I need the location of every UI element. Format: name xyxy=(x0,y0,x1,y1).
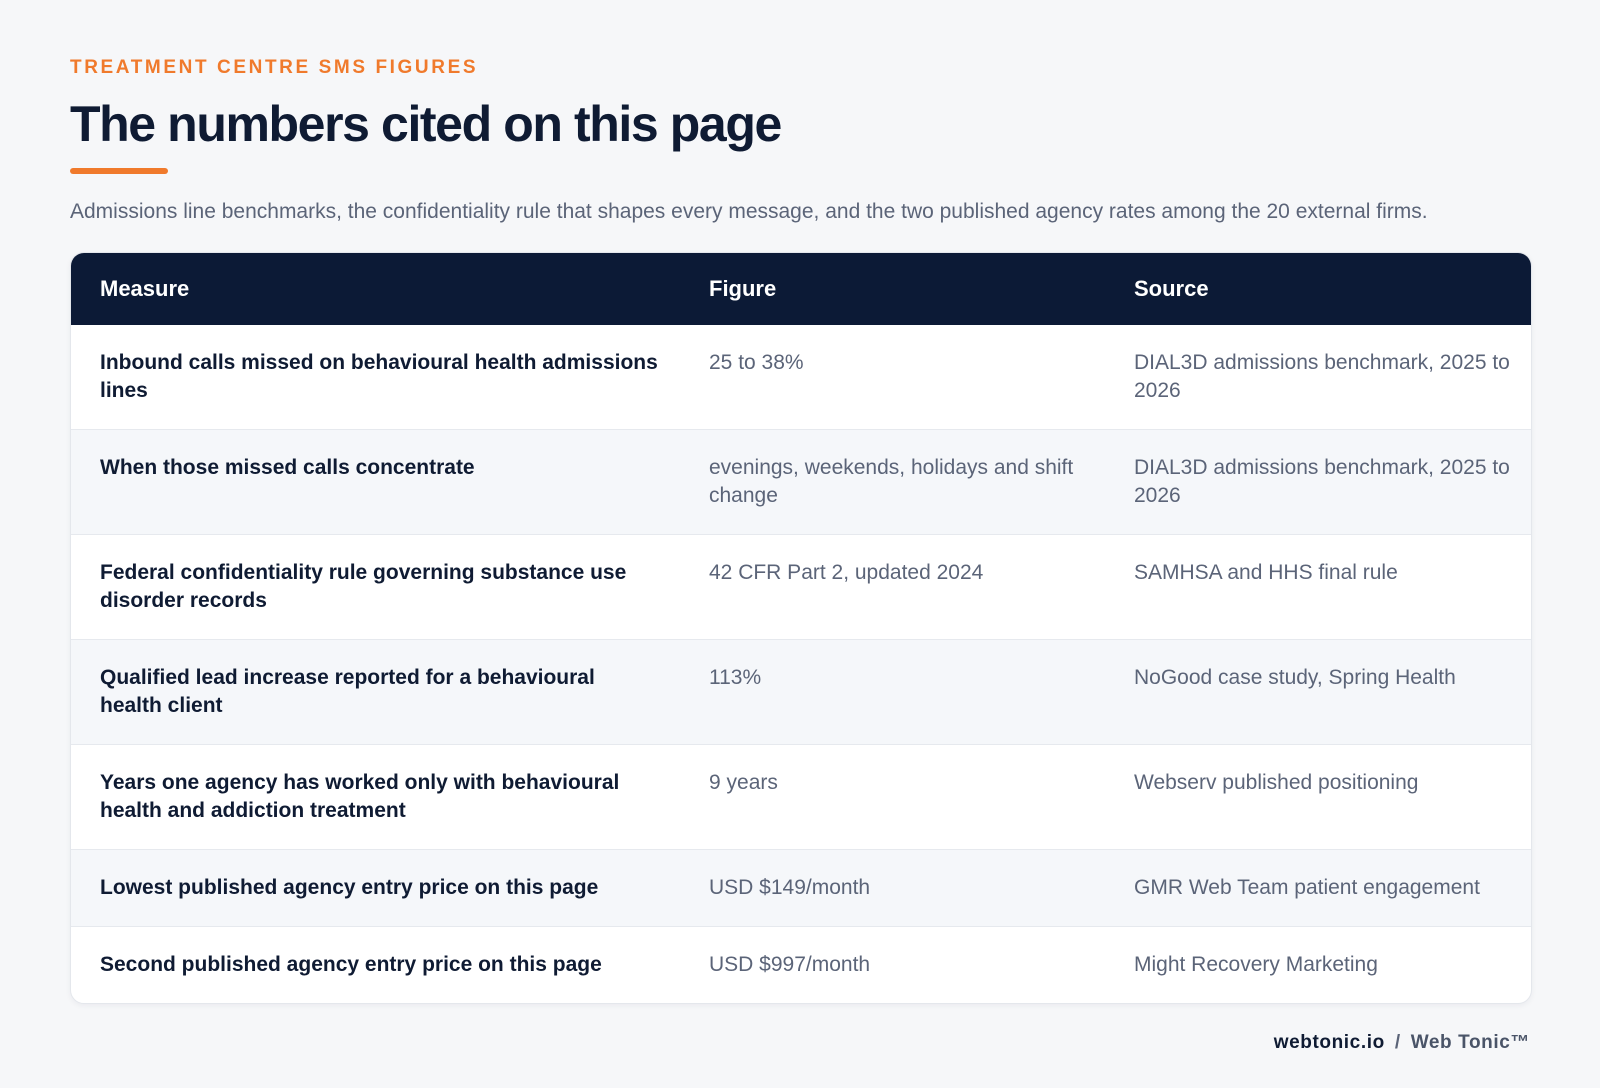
figures-table: Measure Figure Source Inbound calls miss… xyxy=(71,253,1531,1003)
cell-source: SAMHSA and HHS final rule xyxy=(1105,534,1531,640)
cell-figure: 9 years xyxy=(680,744,1105,850)
page-subtitle: Admissions line benchmarks, the confiden… xyxy=(70,200,1428,223)
table-header: Measure Figure Source xyxy=(71,253,1531,325)
column-header-measure: Measure xyxy=(100,276,190,301)
column-header-figure: Figure xyxy=(709,276,777,301)
cell-measure: Lowest published agency entry price on t… xyxy=(71,849,680,927)
table-row: Years one agency has worked only with be… xyxy=(71,744,1531,850)
cell-figure: USD $149/month xyxy=(680,849,1105,927)
table-row: Qualified lead increase reported for a b… xyxy=(71,639,1531,745)
cell-measure: Federal confidentiality rule governing s… xyxy=(71,534,680,640)
footer-credit: webtonic.io / Web Tonic™ xyxy=(1274,1032,1530,1054)
cell-figure: USD $997/month xyxy=(680,926,1105,1003)
table-row: When those missed calls concentrate even… xyxy=(71,429,1531,535)
figures-table-card: Measure Figure Source Inbound calls miss… xyxy=(70,252,1532,1004)
cell-figure: 113% xyxy=(680,639,1105,745)
cell-measure: Inbound calls missed on behavioural heal… xyxy=(100,351,658,402)
footer-domain: webtonic.io xyxy=(1273,1032,1385,1053)
cell-source: DIAL3D admissions benchmark, 2025 to 202… xyxy=(1134,351,1510,402)
table-row: Lowest published agency entry price on t… xyxy=(71,849,1531,927)
cell-figure: evenings, weekends, holidays and shift c… xyxy=(680,429,1105,535)
eyebrow-label: TREATMENT CENTRE SMS FIGURES xyxy=(70,57,479,78)
table-row: Second published agency entry price on t… xyxy=(71,926,1531,1003)
cell-measure: Qualified lead increase reported for a b… xyxy=(71,639,680,745)
cell-measure: When those missed calls concentrate xyxy=(71,429,680,535)
cell-source: Might Recovery Marketing xyxy=(1105,926,1531,1003)
column-header-source: Source xyxy=(1134,276,1209,301)
title-accent-bar xyxy=(70,168,168,174)
cell-source: GMR Web Team patient engagement xyxy=(1105,849,1531,927)
cell-source: DIAL3D admissions benchmark, 2025 to 202… xyxy=(1105,429,1531,535)
cell-source: Webserv published positioning xyxy=(1105,744,1531,850)
footer-separator: / xyxy=(1394,1032,1401,1053)
table-row: Inbound calls missed on behavioural heal… xyxy=(71,325,1531,430)
cell-source: NoGood case study, Spring Health xyxy=(1105,639,1531,745)
table-body: Inbound calls missed on behavioural heal… xyxy=(71,325,1531,1003)
cell-measure: Second published agency entry price on t… xyxy=(71,926,680,1003)
cell-figure: 25 to 38% xyxy=(709,351,804,374)
table-header-row: Measure Figure Source xyxy=(71,253,1531,325)
footer-brand: Web Tonic™ xyxy=(1410,1032,1530,1053)
cell-measure: Years one agency has worked only with be… xyxy=(71,744,680,850)
page-title: The numbers cited on this page xyxy=(70,96,782,152)
table-row: Federal confidentiality rule governing s… xyxy=(71,534,1531,640)
cell-figure: 42 CFR Part 2, updated 2024 xyxy=(680,534,1105,640)
page-content: TREATMENT CENTRE SMS FIGURES The numbers… xyxy=(70,56,1532,1004)
